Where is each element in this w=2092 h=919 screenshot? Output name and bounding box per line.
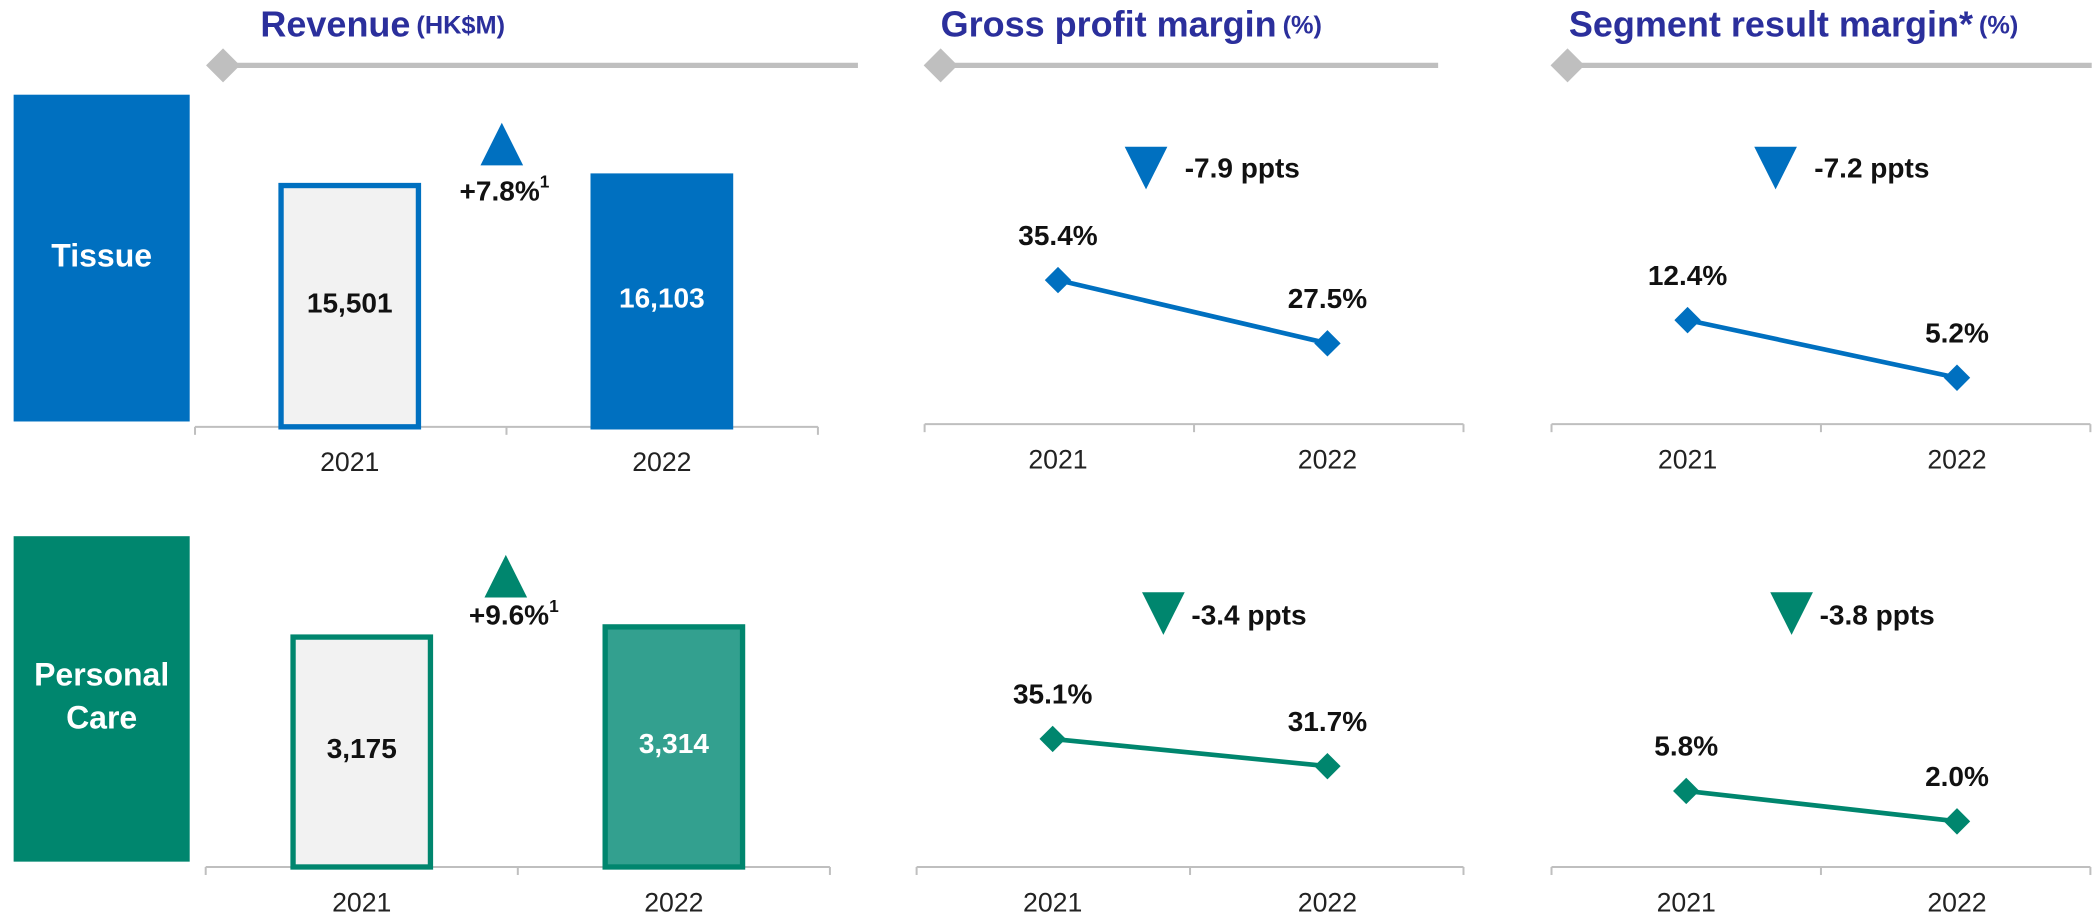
trend-arrow	[1142, 592, 1185, 635]
change-value: +7.8%	[460, 176, 540, 207]
header-diamond	[923, 48, 958, 83]
segment-box	[13, 94, 190, 422]
change-value: -7.9 ppts	[1185, 153, 1300, 184]
header-unit: (%)	[1283, 11, 1322, 39]
segment-label: Tissue	[51, 238, 152, 274]
bar	[290, 634, 434, 870]
bar-value-label: 16,103	[619, 283, 705, 314]
point-value-label: 35.4%	[1018, 220, 1097, 251]
point-value-label: 31.7%	[1288, 706, 1367, 737]
header-rules	[206, 48, 2092, 83]
point-value-label: 5.2%	[1925, 317, 1989, 348]
change-value: -3.4 ppts	[1191, 600, 1306, 631]
point-value-label: 27.5%	[1288, 283, 1367, 314]
footnote-marker: 1	[549, 595, 559, 615]
x-tick-label: 2022	[1298, 445, 1357, 475]
series-line	[1057, 277, 1328, 346]
bar-value-label: 3,175	[327, 733, 397, 764]
bar	[602, 624, 746, 870]
change-value: +9.6%	[469, 600, 549, 631]
trend-arrow	[480, 122, 524, 166]
point-marker	[1943, 364, 1971, 391]
bar-value-label: 15,501	[307, 287, 393, 318]
bar-value-label: 3,314	[639, 728, 709, 759]
header-unit: (%)	[1979, 11, 2018, 39]
header-title: Gross profit margin	[941, 3, 1277, 44]
point-value-label: 5.8%	[1654, 731, 1718, 762]
change-annotation: +7.8%1	[460, 171, 550, 206]
trend-arrow	[484, 554, 528, 598]
point-marker	[1314, 752, 1341, 780]
series-line	[1685, 788, 1958, 824]
bar	[590, 173, 734, 430]
x-tick-label: 2022	[1927, 887, 1986, 917]
header-diamond	[1550, 48, 1585, 83]
change-annotation: -7.9 ppts	[1185, 153, 1300, 184]
x-tick-label: 2021	[320, 447, 379, 477]
point-value-label: 12.4%	[1648, 260, 1727, 291]
point-marker	[1943, 808, 1971, 835]
column-header: Gross profit margin (%)	[941, 3, 1322, 44]
x-tick-label: 2022	[644, 887, 703, 917]
trend-arrow	[1754, 146, 1797, 190]
trend-arrow	[1124, 146, 1168, 190]
header-title: Revenue	[260, 3, 410, 44]
x-tick-label: 2021	[1028, 445, 1087, 475]
series-line	[1052, 736, 1328, 769]
point-marker	[1039, 725, 1066, 753]
x-tick-label: 2021	[332, 887, 391, 917]
point-marker	[1674, 306, 1701, 334]
header-title: Segment result margin*	[1569, 3, 1973, 44]
column-header: Segment result margin* (%)	[1569, 3, 2018, 44]
x-tick-label: 2022	[1298, 887, 1357, 917]
point-value-label: 35.1%	[1013, 679, 1092, 710]
change-annotation: -3.8 ppts	[1820, 600, 1935, 631]
point-marker	[1314, 330, 1341, 357]
header-diamond	[206, 48, 241, 83]
segment-box	[13, 536, 190, 862]
column-header: Revenue (HK$M)	[260, 3, 505, 44]
segment-label: Personal Care	[34, 657, 169, 736]
point-marker	[1673, 777, 1700, 805]
x-tick-label: 2021	[1658, 445, 1717, 475]
trend-arrow	[1770, 592, 1813, 635]
series-line	[1687, 317, 1958, 381]
change-annotation: -3.4 ppts	[1191, 600, 1306, 631]
x-tick-label: 2022	[1927, 445, 1986, 475]
change-annotation: -7.2 ppts	[1814, 153, 1929, 184]
change-value: -3.8 ppts	[1820, 600, 1935, 631]
point-value-label: 2.0%	[1925, 761, 1989, 792]
x-tick-label: 2021	[1657, 887, 1716, 917]
change-value: -7.2 ppts	[1814, 153, 1929, 184]
x-tick-label: 2021	[1023, 887, 1082, 917]
change-annotation: +9.6%1	[469, 595, 559, 630]
point-marker	[1044, 266, 1072, 294]
footnote-marker: 1	[540, 171, 550, 191]
x-tick-label: 2022	[632, 447, 691, 477]
bar	[278, 182, 422, 430]
header-unit: (HK$M)	[416, 11, 505, 39]
